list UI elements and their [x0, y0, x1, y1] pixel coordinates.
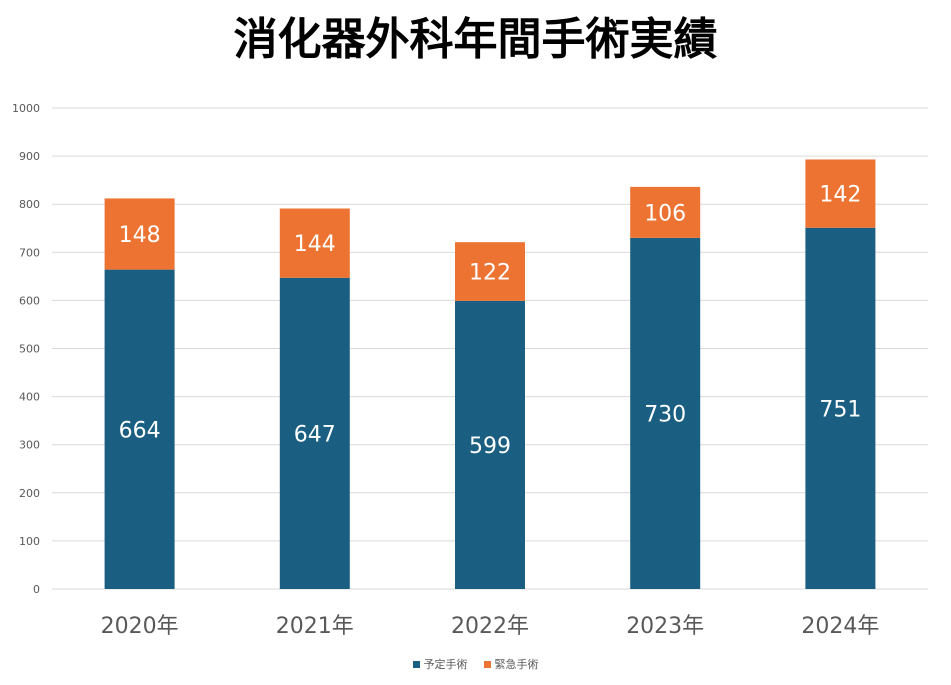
bar-segment — [805, 159, 876, 228]
bar-segment — [805, 227, 876, 590]
legend-label: 緊急手術 — [494, 658, 539, 671]
x-category-label: 2023年 — [626, 614, 704, 639]
bar-segment — [104, 269, 175, 589]
bar-segment — [630, 186, 701, 238]
y-tick-label: 200 — [19, 487, 40, 500]
data-label: 647 — [294, 422, 336, 447]
x-category-label: 2024年 — [801, 614, 879, 639]
data-label: 144 — [294, 232, 336, 257]
y-tick-label: 400 — [19, 391, 40, 404]
legend: 予定手術 緊急手術 — [0, 656, 951, 672]
data-label: 751 — [819, 397, 861, 422]
y-tick-label: 300 — [19, 439, 40, 452]
bar-segment — [455, 242, 525, 301]
y-tick-label: 100 — [19, 535, 40, 548]
data-label: 148 — [119, 223, 161, 248]
chart-title: 消化器外科年間手術実績 — [233, 14, 718, 65]
bar-segment — [630, 237, 701, 589]
x-category-label: 2022年 — [451, 614, 529, 639]
data-label: 106 — [644, 201, 686, 226]
data-label: 730 — [644, 402, 686, 427]
y-tick-label: 900 — [19, 150, 40, 163]
labels: 0 100 200 300 400 500 600 700 800 900 1000 664 148 20… — [12, 102, 879, 639]
bar-segment — [279, 277, 350, 589]
legend-label: 予定手術 — [423, 658, 468, 671]
legend-swatch — [483, 660, 491, 668]
y-tick-label: 600 — [19, 294, 40, 307]
y-tick-label: 800 — [19, 198, 40, 211]
bars — [104, 159, 876, 590]
data-label: 122 — [469, 261, 511, 286]
y-tick-label: 500 — [19, 343, 40, 356]
x-category-label: 2021年 — [276, 614, 354, 639]
bar-segment — [104, 198, 175, 270]
y-tick-label: 700 — [19, 246, 40, 259]
legend-item: 予定手術 — [412, 656, 468, 672]
y-tick-label: 1000 — [12, 102, 40, 115]
bar-segment — [279, 208, 350, 278]
data-label: 664 — [119, 418, 161, 443]
data-label: 142 — [819, 183, 861, 208]
x-category-label: 2020年 — [101, 614, 179, 639]
data-label: 599 — [469, 434, 511, 459]
y-tick-label: 0 — [33, 583, 40, 596]
legend-swatch — [412, 660, 420, 668]
bar-segment — [455, 300, 525, 589]
legend-item: 緊急手術 — [483, 656, 539, 672]
